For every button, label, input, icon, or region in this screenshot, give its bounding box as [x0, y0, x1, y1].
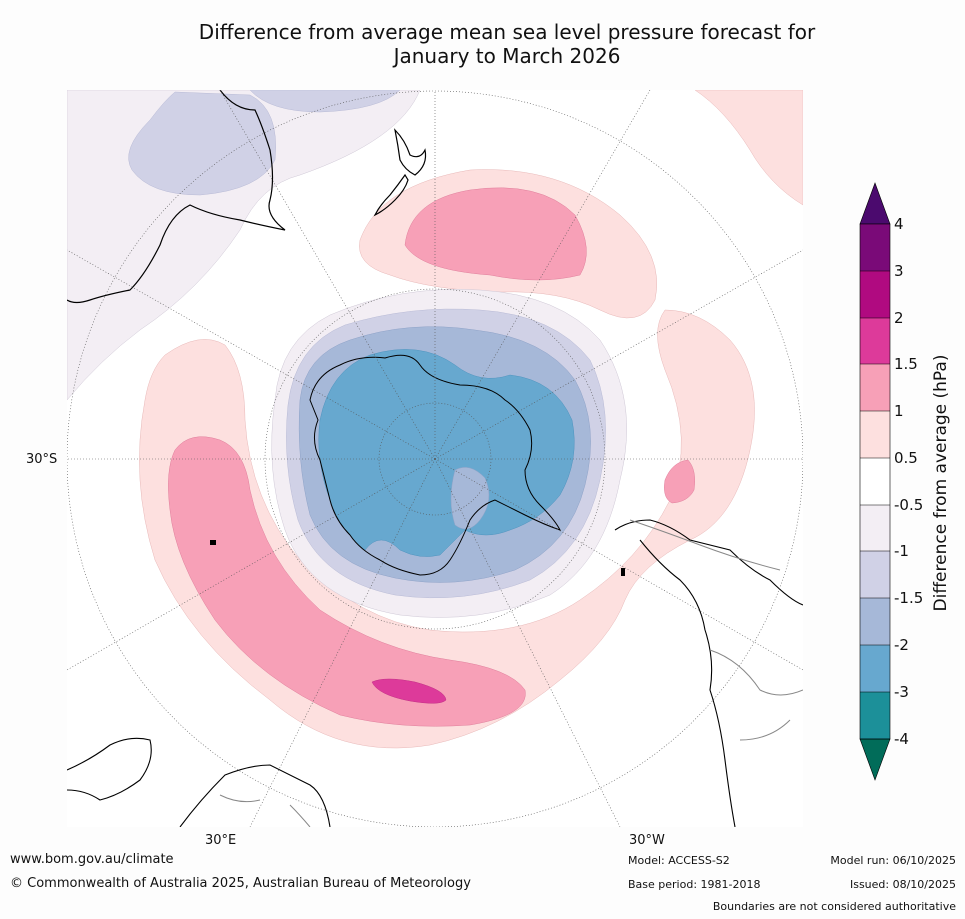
title-line-1: Difference from average mean sea level p… [198, 20, 816, 44]
colorbar-tick: 1 [894, 402, 904, 420]
colorbar-tick: 2 [894, 309, 904, 327]
footer-disclaimer: Boundaries are not considered authoritat… [712, 900, 956, 913]
island-dot-2 [621, 568, 625, 576]
anomaly-pos1-east [664, 459, 695, 504]
footer-website[interactable]: www.bom.gov.au/climate [10, 852, 174, 867]
africa-coastline [67, 737, 331, 827]
south-america-borders [629, 519, 803, 741]
anomaly-pos1-arc [168, 436, 526, 727]
anomaly-neg1-north [249, 90, 401, 113]
colorbar-band-neg05-neg1 [860, 505, 890, 551]
island-dot-1 [210, 540, 216, 545]
colorbar-band-05-1 [860, 411, 890, 458]
colorbar-tick: 1.5 [894, 355, 918, 373]
colorbar-tick: 4 [894, 215, 904, 233]
footer-model: Model: ACCESS-S2 [628, 854, 730, 867]
colorbar-tick: -2 [894, 636, 909, 654]
title-line-2: January to March 2026 [393, 44, 621, 68]
colorbar-band-neutral [860, 458, 890, 505]
colorbar-band-1-15 [860, 364, 890, 411]
label-30w: 30°W [629, 833, 665, 848]
colorbar-tick: 0.5 [894, 449, 918, 467]
colorbar-band-15-2 [860, 318, 890, 364]
new-zealand-south [373, 173, 409, 217]
africa-borders [219, 794, 311, 827]
colorbar-tick: -0.5 [894, 496, 924, 514]
colorbar-band-neg3-neg4 [860, 692, 890, 739]
colorbar-extend-min [859, 738, 891, 781]
label-30s: 30°S [26, 452, 58, 467]
chart-title: Difference from average mean sea level p… [0, 20, 965, 68]
colorbar-band-neg2-neg3 [860, 645, 890, 692]
south-america-coastline [614, 519, 803, 827]
colorbar-tick: 3 [894, 262, 904, 280]
anomaly-neg15-tongue [450, 467, 490, 530]
colorbar-band-2-3 [860, 271, 890, 318]
colorbar-tick: -1.5 [894, 589, 924, 607]
anomaly-neg1-australia [128, 91, 276, 196]
colorbar-band-neg1-neg15 [860, 551, 890, 598]
australia-coastline [67, 90, 286, 304]
colorbar-band-3-4 [860, 224, 890, 271]
colorbar-band-neg15-neg2 [860, 598, 890, 645]
new-zealand-north [394, 128, 427, 176]
colorbar-title: Difference from average (hPa) [931, 354, 951, 612]
anomaly-pos15-blob [371, 678, 447, 704]
graticule-latitude [67, 90, 803, 827]
colorbar-extend-max [859, 182, 891, 225]
colorbar-tick: -1 [894, 542, 909, 560]
footer-issued: Issued: 08/10/2025 [849, 878, 956, 891]
colorbar-tick: -3 [894, 683, 909, 701]
graticule-longitude [67, 90, 803, 827]
anomaly-pos05-northeast [694, 90, 803, 206]
footer-copyright: © Commonwealth of Australia 2025, Austra… [10, 876, 471, 891]
anomaly-neg2-antarctic [318, 349, 575, 557]
anomaly-pos1-nz [404, 187, 587, 281]
footer-model-run: Model run: 06/10/2025 [830, 854, 956, 867]
colorbar [859, 182, 891, 781]
antarctica-coastline [309, 354, 561, 576]
footer-base-period: Base period: 1981-2018 [628, 878, 761, 891]
label-30e: 30°E [205, 833, 237, 848]
colorbar-tick: -4 [894, 730, 909, 748]
polar-map [67, 90, 803, 827]
